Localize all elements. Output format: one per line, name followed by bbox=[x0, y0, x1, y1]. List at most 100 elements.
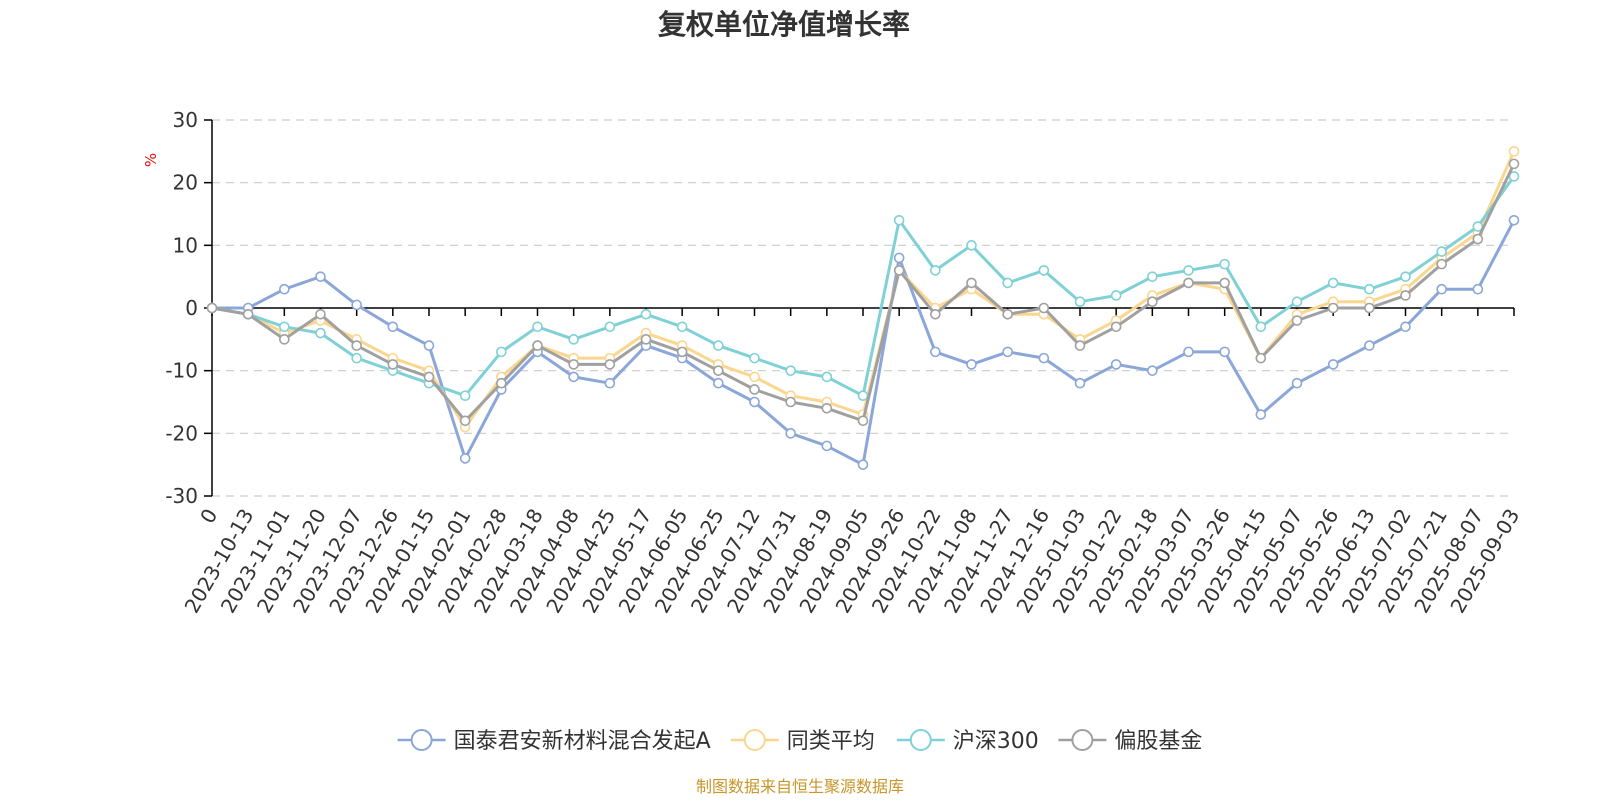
data-point bbox=[351, 299, 362, 311]
data-point bbox=[893, 265, 905, 276]
data-point bbox=[1110, 359, 1122, 370]
data-point bbox=[568, 334, 579, 345]
data-point bbox=[423, 371, 435, 383]
data-point bbox=[1219, 277, 1230, 289]
axes: -30-20-10010203002023-10-132023-11-01202… bbox=[165, 108, 1524, 617]
data-point bbox=[1147, 296, 1158, 308]
data-point bbox=[1002, 277, 1013, 289]
data-point bbox=[785, 365, 796, 376]
data-point bbox=[1110, 290, 1122, 301]
data-point bbox=[1002, 346, 1013, 358]
data-point bbox=[1038, 302, 1050, 314]
data-point bbox=[1327, 277, 1339, 289]
data-point bbox=[459, 415, 471, 427]
x-tick-label: 0 bbox=[195, 505, 222, 528]
data-point bbox=[1400, 321, 1411, 333]
data-point bbox=[604, 359, 616, 370]
data-point bbox=[1074, 340, 1086, 351]
data-point bbox=[604, 321, 616, 333]
data-point bbox=[857, 415, 869, 427]
data-point bbox=[857, 459, 869, 470]
data-point bbox=[459, 453, 471, 464]
data-point bbox=[1508, 214, 1520, 226]
data-point bbox=[1364, 302, 1375, 314]
legend[interactable]: 国泰君安新材料混合发起A 同类平均 沪深300 偏股基金 bbox=[397, 729, 1203, 754]
data-point bbox=[893, 252, 905, 264]
data-point bbox=[1364, 340, 1375, 351]
data-point bbox=[1436, 258, 1447, 270]
data-point bbox=[713, 340, 724, 351]
y-tick-label: 10 bbox=[173, 233, 198, 257]
legend-item-2[interactable]: 沪深300 bbox=[896, 729, 1039, 754]
data-point bbox=[279, 283, 290, 295]
y-tick-label: 30 bbox=[173, 108, 198, 132]
data-point bbox=[604, 377, 616, 389]
legend-item-1[interactable]: 同类平均 bbox=[730, 729, 875, 754]
series-line-0 bbox=[210, 218, 1516, 467]
data-point bbox=[496, 346, 507, 358]
data-point bbox=[857, 390, 869, 402]
data-point bbox=[1002, 308, 1013, 320]
data-point bbox=[1508, 146, 1520, 157]
source-note: 制图数据来自恒生聚源数据库 bbox=[696, 777, 904, 796]
data-point bbox=[1219, 258, 1230, 270]
y-tick-label: -20 bbox=[165, 421, 198, 445]
data-point bbox=[1472, 233, 1484, 245]
data-point bbox=[1074, 377, 1086, 389]
data-point bbox=[821, 402, 833, 414]
data-point bbox=[315, 327, 326, 339]
data-point bbox=[713, 377, 724, 389]
legend-label: 沪深300 bbox=[953, 729, 1039, 754]
data-point bbox=[821, 440, 833, 452]
data-point bbox=[568, 371, 579, 383]
y-tick-label: 0 bbox=[185, 296, 198, 320]
data-point bbox=[532, 340, 543, 351]
data-point bbox=[387, 321, 399, 333]
data-point bbox=[1400, 290, 1411, 301]
data-point bbox=[1074, 296, 1086, 308]
data-point bbox=[749, 396, 760, 408]
data-point bbox=[351, 340, 362, 351]
legend-item-0[interactable]: 国泰君安新材料混合发起A bbox=[397, 729, 711, 754]
data-point bbox=[785, 428, 796, 439]
data-point bbox=[930, 265, 941, 276]
data-point bbox=[640, 308, 652, 320]
data-point bbox=[930, 346, 941, 358]
data-point bbox=[1038, 352, 1050, 364]
data-point bbox=[532, 321, 543, 333]
data-point bbox=[749, 371, 760, 383]
data-point bbox=[1255, 409, 1267, 420]
series-line-3 bbox=[210, 162, 1516, 423]
data-point bbox=[930, 308, 941, 320]
data-point bbox=[1147, 365, 1158, 376]
data-point bbox=[676, 346, 688, 358]
data-point bbox=[568, 359, 579, 370]
data-point bbox=[1364, 283, 1375, 295]
data-point bbox=[713, 365, 724, 376]
data-point bbox=[1508, 158, 1520, 170]
data-point bbox=[966, 240, 977, 251]
legend-label: 偏股基金 bbox=[1114, 729, 1202, 754]
legend-marker bbox=[410, 729, 433, 751]
data-point bbox=[785, 396, 796, 408]
y-tick-label: -30 bbox=[165, 484, 198, 508]
data-point bbox=[279, 334, 290, 345]
data-point bbox=[1219, 346, 1230, 358]
data-point bbox=[966, 359, 977, 370]
data-point bbox=[496, 377, 507, 389]
data-point bbox=[893, 214, 905, 226]
data-point bbox=[1436, 283, 1447, 295]
legend-item-3[interactable]: 偏股基金 bbox=[1058, 729, 1202, 754]
data-point bbox=[749, 352, 760, 364]
data-point bbox=[423, 340, 435, 351]
data-point bbox=[1255, 352, 1267, 364]
data-point bbox=[640, 334, 652, 345]
data-point bbox=[387, 359, 399, 370]
chart-title: 复权单位净值增长率 bbox=[658, 8, 910, 41]
data-point bbox=[1436, 246, 1447, 257]
legend-label: 国泰君安新材料混合发起A bbox=[454, 729, 711, 754]
data-point bbox=[676, 321, 688, 333]
legend-marker bbox=[909, 729, 932, 751]
data-point bbox=[1110, 321, 1122, 333]
